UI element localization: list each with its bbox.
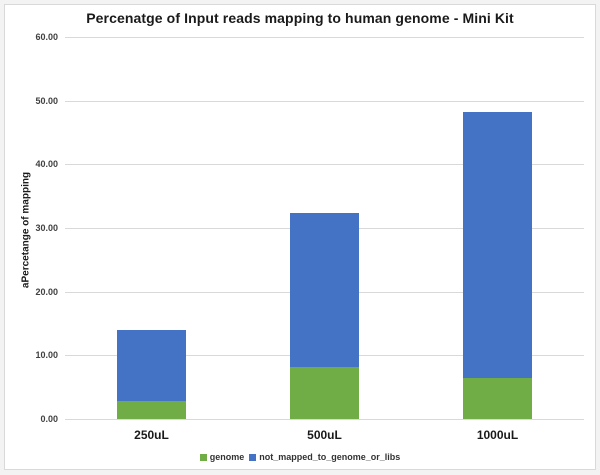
y-tick-label: 10.00: [35, 350, 58, 361]
bar-250uL: [117, 329, 186, 419]
gridline: [65, 101, 584, 102]
x-category-label: 250uL: [134, 428, 169, 442]
y-tick-label: 0.00: [40, 414, 58, 424]
bar-segment-not_mapped_to_genome_or_libs: [463, 112, 532, 379]
x-category-label: 500uL: [307, 428, 342, 442]
legend-swatch-not-mapped: [249, 453, 257, 461]
y-tick-label: 30.00: [35, 223, 58, 233]
legend-label-genome: genome: [209, 452, 245, 462]
bar-segment-not_mapped_to_genome_or_libs: [117, 329, 186, 402]
y-tick-label: 50.00: [35, 95, 58, 106]
legend: genome not_mapped_to_genome_or_libs: [0, 452, 600, 462]
gridline: [65, 164, 584, 165]
bar-1000uL: [463, 112, 532, 419]
y-tick-label: 60.00: [35, 32, 58, 42]
bar-segment-genome: [463, 378, 532, 419]
gridline: [65, 419, 584, 420]
legend-label-not-mapped: not_mapped_to_genome_or_libs: [259, 452, 401, 462]
legend-item-not-mapped: not_mapped_to_genome_or_libs: [249, 452, 400, 462]
legend-swatch-genome: [199, 453, 207, 461]
chart-title: Percenatge of Input reads mapping to hum…: [86, 10, 514, 26]
legend-item-genome: genome: [199, 452, 245, 462]
y-tick-label: 40.00: [35, 159, 58, 170]
bar-segment-not_mapped_to_genome_or_libs: [290, 213, 359, 367]
bar-500uL: [290, 213, 359, 419]
x-category-label: 1000uL: [476, 428, 519, 442]
gridline: [65, 37, 584, 38]
bar-segment-genome: [117, 401, 186, 419]
bar-segment-genome: [290, 366, 359, 419]
y-tick-label: 20.00: [35, 286, 58, 297]
